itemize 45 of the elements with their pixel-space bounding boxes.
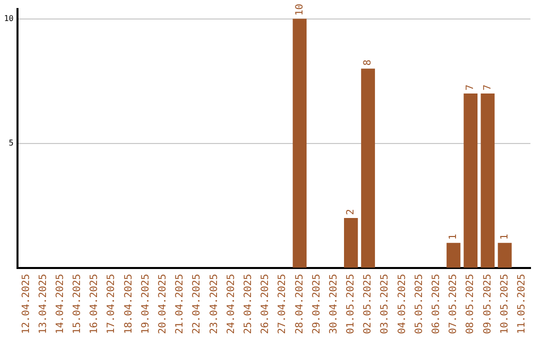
bar — [361, 68, 375, 268]
x-tick-label: 08.05.2025 — [465, 274, 476, 334]
x-tick-label: 27.04.2025 — [277, 274, 288, 334]
x-tick-label: 17.04.2025 — [106, 274, 118, 334]
data-label: 7 — [465, 84, 476, 90]
x-tick-label: 21.04.2025 — [174, 274, 186, 334]
x-tick-label: 09.05.2025 — [482, 274, 494, 334]
x-tick-label: 29.04.2025 — [311, 274, 322, 334]
bar — [480, 93, 495, 268]
x-tick-label: 19.04.2025 — [140, 274, 152, 334]
x-tick-label: 07.05.2025 — [448, 274, 460, 334]
data-label: 7 — [482, 84, 494, 90]
data-label: 1 — [499, 234, 510, 240]
bar — [464, 93, 478, 268]
x-tick-label: 13.04.2025 — [38, 274, 49, 334]
x-tick-label: 20.04.2025 — [158, 274, 169, 334]
x-tick-label: 18.04.2025 — [123, 274, 134, 334]
x-tick-label: 12.04.2025 — [20, 274, 32, 334]
x-tick-label: 25.04.2025 — [242, 274, 254, 334]
x-tick-label: 11.05.2025 — [516, 274, 528, 334]
x-tick-label: 24.04.2025 — [226, 274, 237, 334]
data-label: 10 — [294, 4, 306, 16]
x-tick-label: 15.04.2025 — [72, 274, 84, 334]
bar — [446, 242, 460, 268]
x-tick-label: 01.05.2025 — [346, 274, 357, 334]
data-label: 2 — [346, 208, 357, 215]
x-tick-label: 23.04.2025 — [208, 274, 220, 334]
bar — [292, 18, 307, 268]
x-tick-label: 14.04.2025 — [54, 274, 66, 334]
y-tick-label: 5 — [8, 138, 14, 148]
x-tick-label: 05.05.2025 — [414, 274, 425, 334]
data-label: 1 — [448, 234, 460, 240]
data-label: 8 — [362, 60, 374, 66]
x-tick-label: 03.05.2025 — [380, 274, 391, 334]
bar — [498, 242, 512, 268]
x-tick-label: 10.05.2025 — [499, 274, 510, 334]
bar — [344, 218, 358, 268]
x-tick-label: 06.05.2025 — [430, 274, 442, 334]
x-tick-label: 30.04.2025 — [328, 274, 340, 334]
x-tick-label: 02.05.2025 — [362, 274, 374, 334]
x-tick-label: 22.04.2025 — [192, 274, 203, 334]
x-tick-label: 26.04.2025 — [260, 274, 272, 334]
x-tick-label: 16.04.2025 — [89, 274, 100, 334]
x-tick-label: 04.05.2025 — [396, 274, 408, 334]
x-tick-label: 28.04.2025 — [294, 274, 306, 334]
